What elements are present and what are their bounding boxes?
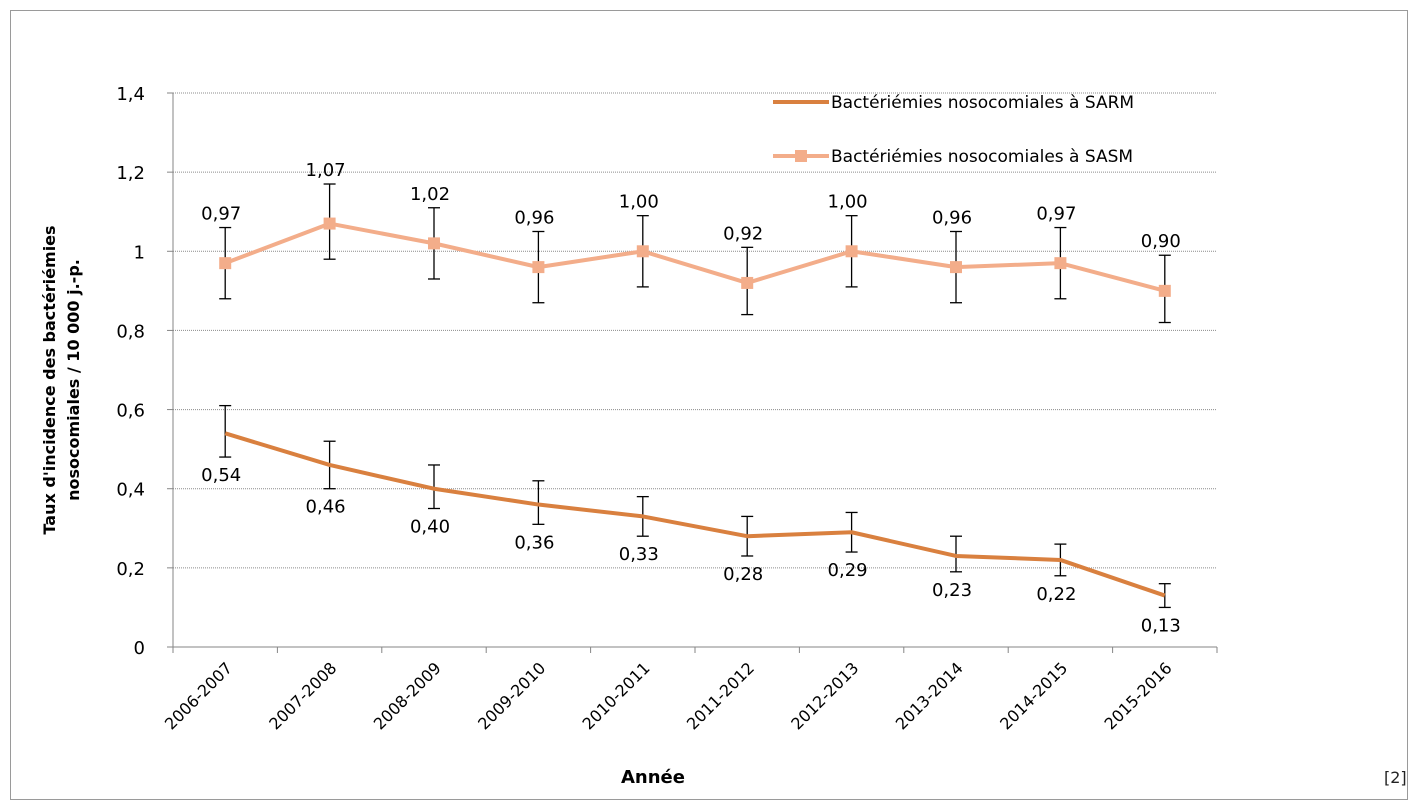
data-label: 0,97 <box>1036 204 1076 225</box>
legend-label: Bactériémies nosocomiales à SARM <box>831 93 1134 113</box>
data-label: 0,33 <box>619 544 659 565</box>
x-tick-label: 2014-2015 <box>996 658 1071 733</box>
x-tick-label: 2010-2011 <box>579 658 654 733</box>
y-axis-title: Taux d'incidence des bactériémies <box>40 225 59 534</box>
series-line <box>224 221 1166 293</box>
y-tick-label: 0 <box>134 638 145 659</box>
data-point-marker <box>532 261 545 274</box>
data-point-marker <box>219 257 232 270</box>
data-label: 0,97 <box>201 204 241 225</box>
x-tick-label: 2013-2014 <box>892 658 967 733</box>
data-label: 0,28 <box>723 564 763 585</box>
data-point-marker <box>1158 284 1171 297</box>
data-label: 0,92 <box>723 223 763 244</box>
y-tick-label: 0,4 <box>116 480 145 501</box>
y-tick-label: 0,2 <box>116 559 145 580</box>
footnote-reference: [2] <box>1384 768 1407 787</box>
data-label: 1,07 <box>306 160 346 181</box>
data-point-marker <box>741 276 754 289</box>
data-label: 0,54 <box>201 465 241 486</box>
data-label: 0,13 <box>1141 615 1181 636</box>
y-tick-label: 1 <box>134 242 145 263</box>
x-axis-title: Année <box>621 767 685 788</box>
x-tick-label: 2006-2007 <box>161 658 236 733</box>
data-label: 0,90 <box>1141 231 1181 252</box>
line-chart: 0 0,2 0,4 0,6 0,8 1 1,2 1,4 2006-2007 2007-2008 20… <box>40 84 1218 788</box>
data-label: 0,23 <box>932 580 972 601</box>
data-label: 0,46 <box>306 497 346 518</box>
data-label: 1,00 <box>828 192 868 213</box>
data-label: 0,36 <box>514 532 554 553</box>
data-label: 1,00 <box>619 192 659 213</box>
data-label: 0,96 <box>514 208 554 229</box>
legend-marker <box>795 150 807 162</box>
series-line <box>224 431 1166 598</box>
x-tick-label: 2008-2009 <box>370 658 445 733</box>
legend-label: Bactériémies nosocomiales à SASM <box>831 147 1133 167</box>
x-tick-label: 2012-2013 <box>787 658 862 733</box>
data-label: 0,22 <box>1036 584 1076 605</box>
y-tick-label: 0,8 <box>116 321 145 342</box>
data-point-marker <box>1054 257 1067 270</box>
x-tick-label: 2011-2012 <box>683 658 758 733</box>
data-point-marker <box>428 237 440 250</box>
y-axis-title: nosocomiales / 10 000 j.-p. <box>64 259 83 501</box>
y-tick-label: 0,6 <box>116 401 145 422</box>
data-label: 0,40 <box>410 517 450 538</box>
chart-frame: 0 0,2 0,4 0,6 0,8 1 1,2 1,4 2006-2007 2007-2008 20… <box>10 10 1408 800</box>
data-point-marker <box>845 245 858 258</box>
data-label: 1,02 <box>410 184 450 205</box>
x-tick-label: 2015-2016 <box>1101 658 1176 733</box>
x-tick-label: 2007-2008 <box>265 658 340 733</box>
data-point-marker <box>323 217 336 230</box>
y-tick-label: 1,4 <box>116 84 145 105</box>
data-label: 0,96 <box>932 208 972 229</box>
data-label: 0,29 <box>828 560 868 581</box>
data-point-marker <box>636 245 649 258</box>
x-tick-label: 2009-2010 <box>474 658 549 733</box>
y-tick-label: 1,2 <box>116 163 145 184</box>
data-point-marker <box>950 261 962 274</box>
